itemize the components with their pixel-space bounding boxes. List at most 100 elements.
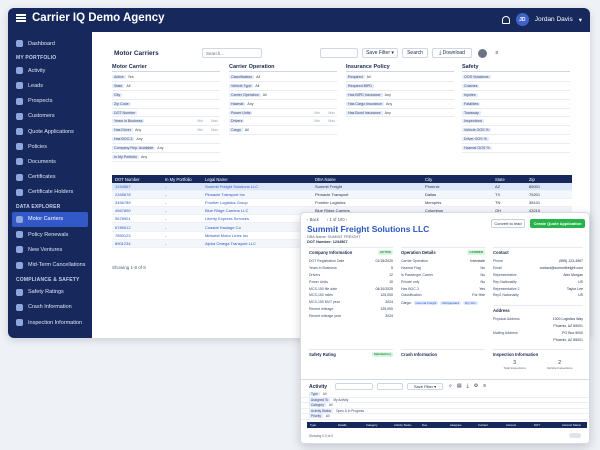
table-cell[interactable]: 8901234 (115, 240, 131, 246)
activity-save-filter-button[interactable]: Save Filter ▾ (407, 383, 443, 390)
sidebar-item-safety-ratings[interactable]: Safety Ratings (8, 285, 92, 300)
table-row[interactable]: 1234567 - Summit Freight Solutions LLC Summ… (112, 183, 572, 192)
filter-has-cargo-insurance[interactable]: Has Cargo Insurance Any (346, 100, 454, 109)
sidebar-item-quote-applications[interactable]: Quote Applications (8, 124, 92, 139)
filter-city[interactable]: City (112, 91, 220, 100)
activity-col-due[interactable]: Due (422, 423, 428, 427)
activity-download-icon[interactable]: ⤓ (466, 383, 469, 389)
table-cell[interactable]: 5678901 (115, 216, 131, 222)
download-button[interactable]: ⤓ Download (432, 48, 472, 58)
column-header-dot-number[interactable]: DOT Number (115, 176, 140, 182)
sidebar-item-policies[interactable]: Policies (8, 139, 92, 154)
activity-search-icon[interactable]: ⌕ (449, 383, 452, 389)
filter-inspections[interactable]: Inspections (462, 117, 570, 127)
user-name[interactable]: Jordan Davis (534, 16, 573, 23)
column-header-city[interactable]: City (425, 176, 433, 182)
filter-crashes[interactable]: Crashes (462, 82, 570, 91)
filter-fatalities[interactable]: Fatalities (462, 100, 570, 109)
table-cell[interactable]: Liberty Express Services (205, 216, 250, 222)
filter-power-units[interactable]: Power Units Min Max (229, 109, 337, 118)
sidebar-item-documents[interactable]: Documents (8, 154, 92, 169)
sidebar-item-inspection-information[interactable]: Inspection Information (8, 315, 92, 330)
settings-icon[interactable] (478, 49, 487, 58)
table-cell[interactable]: 1234567 (115, 184, 131, 190)
sidebar-item-policy-renewals[interactable]: Policy Renewals (8, 227, 92, 242)
activity-columns-icon[interactable]: ≡ (483, 383, 487, 389)
columns-icon[interactable]: ≡ (492, 48, 502, 58)
table-row[interactable]: 3456789 - Frontier Logistics Group Frontier… (112, 199, 572, 208)
sidebar-item-activity[interactable]: Activity (8, 63, 92, 78)
table-cell[interactable]: Summit Freight Solutions LLC (205, 184, 259, 190)
activity-col-account[interactable]: Account (506, 423, 517, 427)
activity-col-account-status[interactable]: Account Status (562, 423, 581, 427)
search-input[interactable] (202, 48, 262, 58)
filter-dot-number[interactable]: DOT Number (112, 109, 220, 118)
sidebar-item-leads[interactable]: Leads (8, 78, 92, 93)
column-header-state[interactable]: State (495, 176, 505, 182)
filter-required[interactable]: Required All (346, 73, 454, 82)
filter-zip-code[interactable]: Zip Code (112, 100, 220, 109)
sidebar-item-dashboard[interactable]: Dashboard (8, 36, 92, 51)
save-filter-button[interactable]: Save Filter ▾ (362, 48, 398, 58)
column-header-legal-name[interactable]: Legal Name (205, 176, 228, 182)
sidebar-item-crash-information[interactable]: Crash Information (8, 300, 92, 315)
activity-filter-priority[interactable]: Priority All (301, 414, 589, 420)
activity-saved-filter-select[interactable] (377, 383, 403, 390)
filter-classification[interactable]: Classification All (229, 73, 337, 82)
column-header-in-my-portfolio[interactable]: In My Portfolio (165, 176, 192, 182)
saved-filter-select[interactable] (320, 48, 358, 58)
table-cell[interactable]: 3456789 (115, 200, 131, 206)
toggle[interactable] (569, 433, 581, 438)
sidebar-item-mid-term-cancellations[interactable]: Mid-Term Cancellations (8, 257, 92, 272)
filter-state[interactable]: State All (112, 82, 220, 91)
activity-filter-category[interactable]: Category All (301, 403, 589, 409)
search-button[interactable]: Search (402, 48, 428, 58)
filter-towaway[interactable]: Towaway (462, 109, 570, 118)
chevron-down-icon[interactable]: ▾ (578, 16, 582, 24)
table-row[interactable]: 2345678 - Pinnacle Transport Inc Pinnacle T… (112, 191, 572, 200)
activity-settings-icon[interactable]: ⚙ (473, 383, 479, 389)
filter-has-bipd-insurance[interactable]: Has BIPD Insurance Any (346, 91, 454, 100)
table-cell[interactable]: Coastal Haulage Co (205, 224, 241, 230)
filter-years-in-business[interactable]: Years in Business Min Max (112, 117, 220, 127)
create-quote-button[interactable]: Create Quote Application (530, 219, 585, 228)
filter-carrier-operation[interactable]: Carrier Operation All (229, 91, 337, 100)
table-cell[interactable]: 6789012 (115, 224, 131, 230)
pager[interactable]: ‹ 1 of 100 › (326, 217, 348, 222)
filter-vehicle-type[interactable]: Vehicle Type All (229, 82, 337, 91)
table-cell[interactable]: Alpha Omega Transport LLC (205, 240, 256, 246)
activity-col-details[interactable]: Details (338, 423, 347, 427)
convert-to-lead-button[interactable]: Convert to lead (491, 219, 525, 228)
avatar[interactable]: JD (515, 13, 529, 26)
sidebar-item-new-ventures[interactable]: New Ventures (8, 242, 92, 257)
back-link[interactable]: ‹ Back (307, 217, 319, 222)
filter-active[interactable]: Active Yes (112, 73, 220, 82)
table-cell[interactable]: 2345678 (115, 192, 131, 198)
activity-search-input[interactable] (335, 383, 373, 390)
activity-doc-icon[interactable]: ▤ (456, 383, 462, 389)
activity-filter-assigned-to[interactable]: Assigned To My Activity (301, 397, 589, 403)
filter-required-bipd[interactable]: Required BIPD (346, 82, 454, 91)
activity-col-category[interactable]: Category (366, 423, 378, 427)
filter-hazmat[interactable]: Hazmat Any (229, 100, 337, 109)
sidebar-item-certificate-holders[interactable]: Certificate Holders (8, 185, 92, 200)
sidebar-item-motor-carriers[interactable]: Motor Carriers (12, 211, 88, 228)
activity-col-contact[interactable]: Contact (478, 423, 488, 427)
table-cell[interactable]: 7890123 (115, 232, 131, 238)
column-header-zip[interactable]: Zip (529, 176, 535, 182)
filter-has-bond-insurance[interactable]: Has Bond Insurance Any (346, 109, 454, 118)
filter-has-driver[interactable]: Has Driver Any Min Max (112, 126, 220, 136)
sidebar-item-certificates[interactable]: Certificates (8, 170, 92, 185)
filter-company-rep-available[interactable]: Company Rep. Available Any (112, 144, 220, 154)
filter-oos-violations[interactable]: OOS Violations (462, 73, 570, 82)
filter-drivers[interactable]: Drivers Min Max (229, 117, 337, 127)
bell-icon[interactable] (501, 15, 510, 24)
filter-vehicle-oos[interactable]: Vehicle OOS % (462, 126, 570, 136)
activity-col-dot[interactable]: DOT (534, 423, 540, 427)
activity-filter-type[interactable]: Type All (301, 392, 589, 398)
sidebar-item-customers[interactable]: Customers (8, 109, 92, 124)
filter-in-my-portfolio[interactable]: In My Portfolio Any (112, 153, 220, 162)
activity-col-assignee[interactable]: Assignee (450, 423, 462, 427)
filter-has-boc-3[interactable]: Has BOC-3 Any (112, 135, 220, 145)
activity-col-activity-status[interactable]: Activity Status (394, 423, 412, 427)
